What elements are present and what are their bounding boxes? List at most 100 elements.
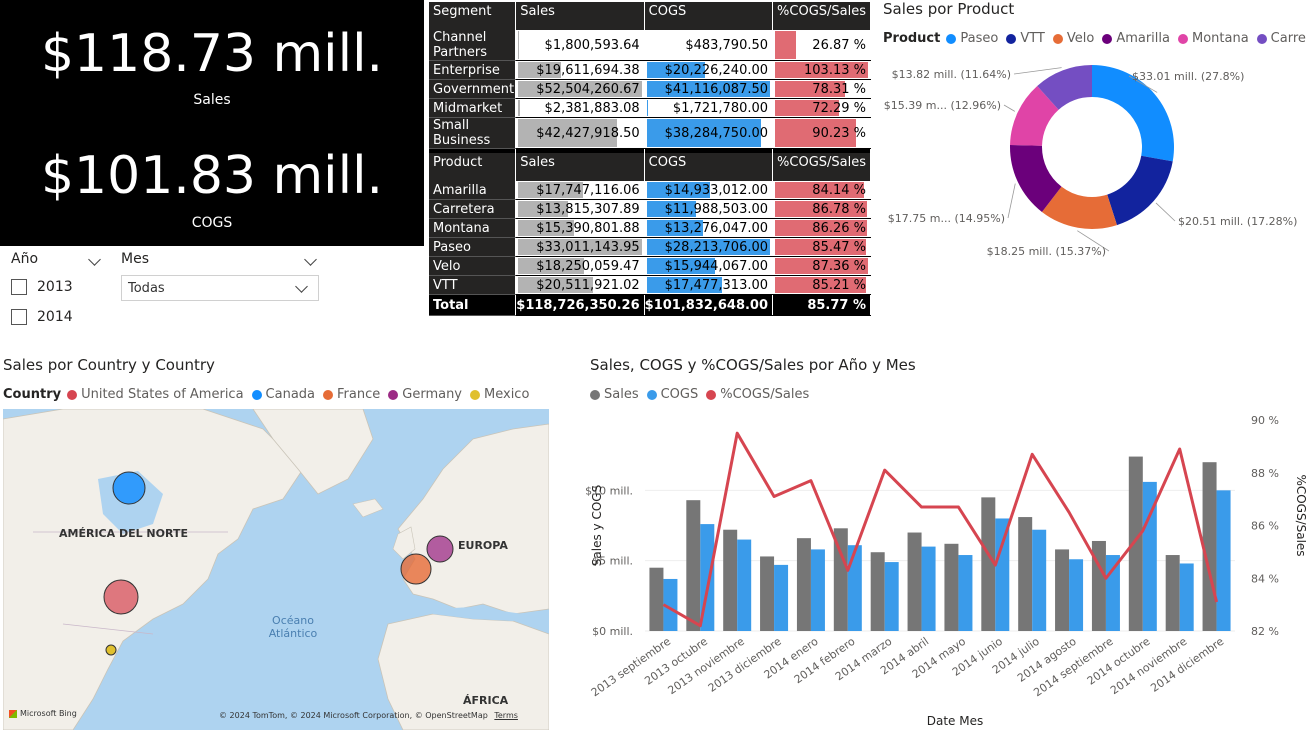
bubble-usa[interactable] — [103, 579, 139, 615]
cogs-bar[interactable] — [663, 578, 678, 631]
sales-bar[interactable] — [1018, 517, 1033, 631]
cogs-bar[interactable] — [921, 546, 936, 631]
sales-header[interactable]: Sales — [515, 2, 645, 30]
donut-slice-carretera[interactable] — [1037, 65, 1092, 110]
bubble-france[interactable] — [400, 553, 432, 585]
chevron-down-icon[interactable] — [304, 252, 317, 266]
row-label: Montana — [429, 218, 517, 238]
sales-bar[interactable] — [1091, 540, 1106, 631]
table-row[interactable]: VTT $20,511,921.02 $17,477,313.00 85.21 % — [429, 275, 871, 295]
donut-slice-montana[interactable] — [1010, 85, 1059, 146]
cogs-bar[interactable] — [847, 545, 862, 631]
legend-label: Montana — [1191, 31, 1249, 46]
sales-bar[interactable] — [723, 529, 738, 631]
legend-item[interactable]: VTT — [1006, 31, 1045, 46]
legend-item[interactable]: Velo — [1052, 31, 1094, 46]
cogs-bar[interactable] — [810, 549, 825, 631]
cogs-bar[interactable] — [1032, 529, 1047, 631]
table-row[interactable]: Montana $15,390,801.88 $13,276,047.00 86.26… — [429, 218, 871, 238]
table-row[interactable]: Carretera $13,815,307.89 $11,988,503.00 86.… — [429, 199, 871, 219]
row-label: Amarilla — [429, 181, 517, 200]
sales-bar[interactable] — [1055, 549, 1070, 631]
cogs-bar[interactable] — [774, 564, 789, 631]
total-label: Total — [429, 294, 517, 316]
legend-item[interactable]: Canada — [251, 387, 316, 402]
cogs-bar[interactable] — [1069, 559, 1084, 631]
legend-item[interactable]: Montana — [1177, 31, 1249, 46]
pct-header[interactable]: %COGS/Sales — [772, 2, 871, 30]
sales-bar[interactable] — [833, 528, 848, 631]
sales-bar[interactable] — [1128, 456, 1143, 631]
sales-bar[interactable] — [796, 538, 811, 631]
cogs-bar[interactable] — [884, 562, 899, 631]
table-row[interactable]: Paseo $33,011,143.95 $28,213,706.00 85.47 % — [429, 237, 871, 257]
table-row[interactable]: Amarilla $17,747,116.06 $14,933,012.00 84.1… — [429, 181, 871, 200]
sales-bar[interactable] — [649, 567, 664, 631]
checkbox-2013[interactable] — [11, 279, 27, 295]
sales-bar[interactable] — [907, 532, 922, 631]
cogs-bar[interactable] — [1105, 555, 1120, 631]
pct-header[interactable]: %COGS/Sales — [772, 153, 871, 181]
pct-cell: 84.14 % — [772, 181, 871, 200]
bubble-germany[interactable] — [426, 535, 454, 563]
terms-link[interactable]: Terms — [494, 711, 518, 720]
checkbox-2014[interactable] — [11, 309, 27, 325]
table-row[interactable]: Midmarket $2,381,883.08 $1,721,780.00 72.29… — [429, 98, 871, 118]
combo-chart[interactable]: $0 mill. $5 mill. $10 mill. 82 % 84 % 86 % 88 … — [585, 405, 1306, 730]
pct-line[interactable] — [662, 431, 1219, 628]
sales-bar[interactable] — [870, 552, 885, 631]
cogs-bar[interactable] — [1142, 481, 1157, 631]
legend-dot-icon — [388, 389, 399, 400]
legend-item[interactable]: France — [323, 387, 380, 402]
sales-value: $20,511,921.02 — [536, 277, 640, 293]
table-row[interactable]: Channel Partners $1,800,593.64 $483,790.50… — [429, 30, 871, 61]
legend-item[interactable]: United States of America — [67, 387, 244, 402]
legend-item[interactable]: Sales — [590, 387, 639, 402]
cogs-bar[interactable] — [1179, 563, 1194, 631]
legend-label: Canada — [265, 387, 316, 402]
table-row[interactable]: Small Business $42,427,918.50 $38,284,750.… — [429, 117, 871, 149]
cogs-bar[interactable] — [995, 518, 1010, 631]
bubble-canada[interactable] — [112, 471, 146, 505]
month-dropdown[interactable]: Todas — [121, 275, 319, 301]
product-header[interactable]: Product — [429, 153, 517, 181]
legend-item[interactable]: Paseo — [946, 31, 998, 46]
year-option-2013[interactable]: 2013 — [11, 272, 99, 302]
cogs-bar[interactable] — [737, 539, 752, 631]
donut-slice-amarilla[interactable] — [1010, 144, 1062, 212]
sales-bar[interactable] — [1165, 555, 1180, 631]
year-option-2014[interactable]: 2014 — [11, 302, 99, 332]
donut-data-label: $18.25 mill. (15.37%) — [987, 245, 1106, 258]
cogs-header[interactable]: COGS — [644, 2, 774, 30]
sales-header[interactable]: Sales — [515, 153, 645, 181]
cogs-bar[interactable] — [958, 555, 973, 631]
donut-slice-velo[interactable] — [1041, 186, 1117, 229]
sales-bar[interactable] — [686, 500, 701, 631]
sales-kpi-label: Sales — [193, 92, 231, 108]
cogs-value: $38,284,750.00 — [664, 125, 769, 141]
leader-line — [1077, 230, 1110, 252]
donut-slice-vtt[interactable] — [1107, 155, 1173, 226]
sales-bar[interactable] — [944, 543, 959, 631]
donut-slice-paseo[interactable] — [1092, 65, 1174, 162]
legend-item[interactable]: Carretera — [1256, 31, 1306, 46]
legend-item[interactable]: Amarilla — [1102, 31, 1170, 46]
table-row[interactable]: Velo $18,250,059.47 $15,944,067.00 87.36 % — [429, 256, 871, 276]
sales-bar[interactable] — [981, 497, 996, 631]
legend-item[interactable]: COGS — [646, 387, 698, 402]
donut-chart[interactable]: $33.01 mill. (27.8%) $20.51 mill. (17.28%… — [880, 52, 1306, 262]
legend-dot-icon — [67, 389, 78, 400]
donut-title: Sales por Product — [883, 0, 1015, 18]
chevron-down-icon[interactable] — [88, 252, 101, 266]
cogs-bar[interactable] — [1216, 490, 1231, 631]
legend-item[interactable]: Germany — [388, 387, 462, 402]
cogs-header[interactable]: COGS — [644, 153, 774, 181]
sales-bar[interactable] — [760, 556, 775, 631]
legend-item[interactable]: %COGS/Sales — [706, 387, 809, 402]
bubble-map[interactable]: AMÉRICA DEL NORTE EUROPA Océano Atlántic… — [3, 409, 549, 730]
table-row[interactable]: Government $52,504,260.67 $41,116,087.50 78… — [429, 79, 871, 99]
table-row[interactable]: Enterprise $19,611,694.38 $20,226,240.00 10… — [429, 60, 871, 80]
legend-item[interactable]: Mexico — [470, 387, 529, 402]
bubble-mexico[interactable] — [105, 644, 117, 656]
segment-header[interactable]: Segment — [429, 2, 517, 30]
